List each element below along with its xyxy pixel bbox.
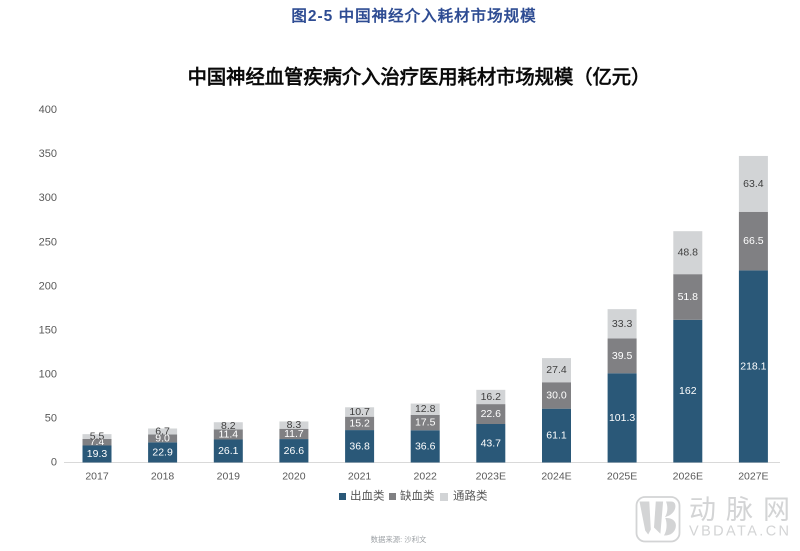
svg-text:200: 200 <box>39 280 57 292</box>
svg-text:218.1: 218.1 <box>740 360 766 372</box>
svg-text:2021: 2021 <box>348 471 372 483</box>
svg-text:8.2: 8.2 <box>221 420 236 432</box>
svg-text:36.6: 36.6 <box>415 440 436 452</box>
svg-text:61.1: 61.1 <box>546 430 567 442</box>
svg-text:11.4: 11.4 <box>218 428 238 440</box>
svg-text:2024E: 2024E <box>541 471 571 483</box>
svg-text:250: 250 <box>39 236 57 248</box>
svg-text:50: 50 <box>45 413 57 425</box>
svg-text:缺血类: 缺血类 <box>400 489 435 503</box>
svg-text:39.5: 39.5 <box>612 350 633 362</box>
svg-text:11.7: 11.7 <box>284 428 304 440</box>
svg-text:43.7: 43.7 <box>481 437 502 449</box>
svg-text:300: 300 <box>39 192 57 204</box>
svg-text:36.8: 36.8 <box>349 440 370 452</box>
svg-text:63.4: 63.4 <box>743 178 764 190</box>
svg-text:VBDATA.CN: VBDATA.CN <box>689 524 791 540</box>
svg-text:6.7: 6.7 <box>155 425 170 437</box>
svg-text:150: 150 <box>39 324 57 336</box>
svg-text:8.3: 8.3 <box>287 419 302 431</box>
svg-text:中国神经血管疾病介入治疗医用耗材市场规模（亿元）: 中国神经血管疾病介入治疗医用耗材市场规模（亿元） <box>188 66 651 89</box>
svg-text:2027E: 2027E <box>738 471 768 483</box>
svg-text:101.3: 101.3 <box>609 412 635 424</box>
svg-text:27.4: 27.4 <box>546 364 567 376</box>
svg-text:48.8: 48.8 <box>678 247 699 259</box>
svg-text:30.0: 30.0 <box>546 389 567 401</box>
svg-text:26.6: 26.6 <box>284 445 305 457</box>
svg-text:数据来源: 沙利文: 数据来源: 沙利文 <box>371 535 427 544</box>
svg-text:22.6: 22.6 <box>481 408 502 420</box>
svg-text:5.5: 5.5 <box>90 431 105 443</box>
svg-text:15.2: 15.2 <box>349 417 370 429</box>
svg-text:17.5: 17.5 <box>415 417 436 429</box>
svg-text:0: 0 <box>51 457 57 469</box>
svg-text:2020: 2020 <box>282 471 306 483</box>
svg-text:16.2: 16.2 <box>481 391 502 403</box>
svg-text:26.1: 26.1 <box>218 445 239 457</box>
svg-text:7.4: 7.4 <box>90 436 105 448</box>
svg-text:2026E: 2026E <box>673 471 703 483</box>
svg-text:2018: 2018 <box>151 471 175 483</box>
svg-text:2025E: 2025E <box>607 471 637 483</box>
svg-text:2023E: 2023E <box>476 471 506 483</box>
svg-text:12.8: 12.8 <box>415 403 436 415</box>
svg-text:350: 350 <box>39 148 57 160</box>
svg-text:动脉网: 动脉网 <box>689 495 800 525</box>
svg-text:图2-5 中国神经介入耗材市场规模: 图2-5 中国神经介入耗材市场规模 <box>291 6 536 25</box>
svg-text:162: 162 <box>679 385 697 397</box>
svg-text:66.5: 66.5 <box>743 235 764 247</box>
svg-text:100: 100 <box>39 368 57 380</box>
svg-text:出血类: 出血类 <box>350 489 385 503</box>
svg-text:9.0: 9.0 <box>155 432 170 444</box>
svg-text:22.9: 22.9 <box>152 446 173 458</box>
svg-text:19.3: 19.3 <box>87 448 108 460</box>
svg-text:33.3: 33.3 <box>612 318 633 330</box>
svg-text:2022: 2022 <box>414 471 438 483</box>
svg-text:400: 400 <box>39 104 57 116</box>
svg-text:2017: 2017 <box>85 471 109 483</box>
svg-text:10.7: 10.7 <box>349 406 370 418</box>
svg-text:通路类: 通路类 <box>453 489 488 503</box>
svg-text:51.8: 51.8 <box>678 291 699 303</box>
svg-text:2019: 2019 <box>217 471 241 483</box>
